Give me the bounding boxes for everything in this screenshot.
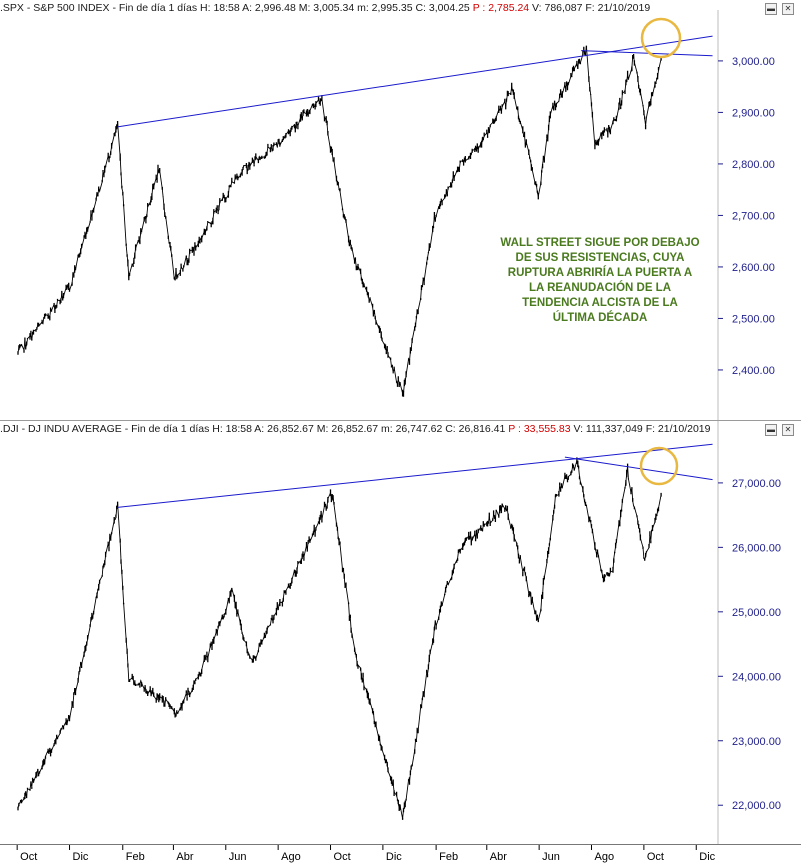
dji-f: F: 21/10/2019 [645, 423, 711, 435]
dji-name: DJ INDU AVERAGE [28, 423, 122, 435]
month-tick-label: Ago [281, 851, 301, 863]
spx-period: Fin de día 1 días [118, 2, 198, 14]
dji-ytick-label: 27,000.00 [732, 478, 781, 490]
spx-mn: m: 2,995.35 [357, 2, 413, 14]
dji-ytick-label: 23,000.00 [732, 736, 781, 748]
annotation-text: WALL STREET SIGUE POR DEBAJO DE SUS RESI… [500, 237, 700, 324]
dji-m: M: 26,852.67 [316, 423, 379, 435]
spx-p: P : 2,785.24 [472, 2, 530, 14]
dji-chart-panel[interactable]: .DJI - DJ INDU AVERAGE - Fin de día 1 dí… [0, 420, 801, 845]
spx-ytick-label: 2,500.00 [732, 313, 775, 325]
month-tick-label: Abr [490, 851, 507, 863]
month-tick-label: Dic [699, 851, 715, 863]
month-tick-label: Oct [20, 851, 37, 863]
dji-minimize-button[interactable]: ▬ [765, 424, 777, 436]
month-tick-label: Jun [542, 851, 560, 863]
spx-header: .SPX - S&P 500 INDEX - Fin de día 1 días… [0, 2, 651, 14]
spx-ytick-label: 2,900.00 [732, 107, 775, 119]
dji-trendline-1[interactable] [117, 443, 713, 508]
dji-p: P : 33,555.83 [508, 423, 571, 435]
dji-h: H: 18:58 [212, 423, 252, 435]
spx-a: A: 2,996.48 [242, 2, 296, 14]
dji-a: A: 26,852.67 [254, 423, 314, 435]
spx-symbol: .SPX [0, 2, 24, 14]
dji-ytick-label: 22,000.00 [732, 800, 781, 812]
spx-highlight-circle [640, 17, 682, 59]
spx-minimize-button[interactable]: ▬ [765, 3, 777, 15]
month-tick-label: Oct [334, 851, 351, 863]
month-tick-label: Ago [595, 851, 615, 863]
spx-price-bars [17, 45, 662, 397]
spx-price-line [17, 46, 662, 395]
time-axis: Oct Dic Feb Abr Jun Ago Oct Dic Feb Abr Jun Ago Oct D… [0, 844, 801, 863]
dji-ytick-label: 25,000.00 [732, 607, 781, 619]
spx-ytick-label: 2,400.00 [732, 365, 775, 377]
spx-ytick-label: 2,700.00 [732, 210, 775, 222]
dji-price-line [17, 458, 662, 819]
month-tick-label: Abr [176, 851, 193, 863]
spx-name: S&P 500 INDEX [33, 2, 110, 14]
spx-c: C: 3,004.25 [415, 2, 470, 14]
dji-close-button[interactable]: ✕ [782, 424, 794, 436]
dji-price-bars [17, 457, 662, 820]
month-tick-label: Dic [73, 851, 89, 863]
dji-mn: m: 26,747.62 [381, 423, 443, 435]
dji-ytick-label: 24,000.00 [732, 671, 781, 683]
spx-f: F: 21/10/2019 [585, 2, 651, 14]
spx-h: H: 18:58 [200, 2, 240, 14]
dji-period: Fin de día 1 días [131, 423, 210, 435]
spx-plot: 2,400.00 2,500.00 2,600.00 2,700.00 2,800.00… [17, 10, 775, 420]
dji-ytick-label: 26,000.00 [732, 542, 781, 554]
spx-m: M: 3,005.34 [298, 2, 355, 14]
dji-symbol: .DJI [0, 423, 19, 435]
month-tick-label: Feb [439, 851, 458, 863]
spx-trendline-2[interactable] [581, 50, 713, 57]
dji-v: V: 111,337,049 [573, 423, 643, 435]
time-axis-svg: Oct Dic Feb Abr Jun Ago Oct Dic Feb Abr Jun Ago Oct D… [16, 845, 716, 863]
month-tick-label: Jun [229, 851, 247, 863]
spx-ytick-label: 2,600.00 [732, 262, 775, 274]
dji-header: .DJI - DJ INDU AVERAGE - Fin de día 1 dí… [0, 423, 711, 435]
dji-c: C: 26,816.41 [445, 423, 506, 435]
dji-highlight-circle [639, 446, 679, 486]
spx-ytick-label: 2,800.00 [732, 159, 775, 171]
month-tick-label: Oct [647, 851, 664, 863]
dji-plot: 22,000.00 23,000.00 24,000.00 25,000.00 26,0… [17, 421, 781, 845]
month-tick-label: Feb [126, 851, 145, 863]
spx-v: V: 786,087 [532, 2, 583, 14]
spx-chart-panel[interactable]: .SPX - S&P 500 INDEX - Fin de día 1 días… [0, 0, 801, 420]
spx-trendline-1[interactable] [117, 35, 713, 128]
spx-ytick-label: 3,000.00 [732, 56, 775, 68]
dji-trendline-2[interactable] [564, 456, 713, 481]
month-tick-label: Dic [386, 851, 402, 863]
spx-close-button[interactable]: ✕ [782, 3, 794, 15]
